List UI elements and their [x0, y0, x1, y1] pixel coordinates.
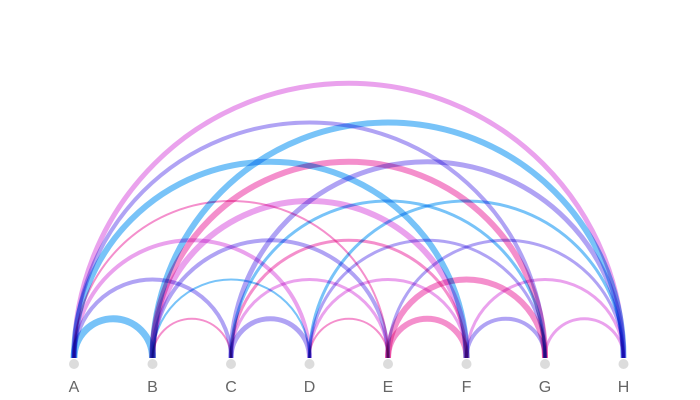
arc-d-f	[308, 278, 468, 359]
node-label-b: B	[147, 379, 158, 396]
node-h	[618, 359, 629, 369]
node-label-f: F	[462, 379, 472, 396]
arc-e-h	[386, 238, 625, 359]
arc-f-g	[464, 316, 547, 359]
arc-b-h	[149, 119, 627, 359]
arc-c-e	[229, 278, 390, 359]
arc-c-d	[228, 316, 312, 359]
arc-b-e	[150, 238, 390, 359]
arc-links	[70, 80, 627, 359]
node-labels: A B C D E F G H	[69, 379, 630, 396]
arc-a-f	[71, 158, 470, 359]
node-f	[461, 359, 472, 369]
arc-d-h	[308, 199, 625, 359]
arc-c-g	[229, 199, 547, 359]
node-label-a: A	[69, 379, 80, 396]
node-a	[69, 359, 79, 369]
arc-g-h	[543, 317, 625, 359]
node-g	[540, 359, 550, 369]
arc-c-h	[228, 159, 626, 359]
node-label-c: C	[225, 379, 237, 396]
arc-a-b	[70, 315, 156, 359]
arc-d-e	[308, 317, 389, 359]
node-label-d: D	[304, 379, 316, 396]
arc-a-c	[72, 277, 233, 359]
arc-c-f	[229, 238, 468, 359]
arc-b-f	[149, 198, 470, 359]
arc-b-d	[151, 278, 311, 359]
node-e	[383, 359, 393, 369]
node-label-h: H	[618, 379, 630, 396]
node-label-e: E	[383, 379, 394, 396]
arc-d-g	[308, 238, 547, 359]
node-d	[304, 359, 315, 369]
arc-b-c	[151, 317, 232, 359]
arc-f-h	[465, 278, 625, 359]
node-b	[147, 359, 158, 369]
arc-a-e	[73, 200, 389, 359]
node-label-g: G	[539, 379, 551, 396]
arc-a-d	[72, 238, 312, 359]
arc-a-g	[72, 120, 547, 359]
arc-e-f	[385, 315, 470, 359]
node-markers	[69, 359, 629, 369]
arc-b-g	[149, 158, 548, 359]
arc-e-g	[385, 276, 548, 359]
arc-a-h	[71, 80, 626, 359]
node-c	[226, 359, 236, 369]
